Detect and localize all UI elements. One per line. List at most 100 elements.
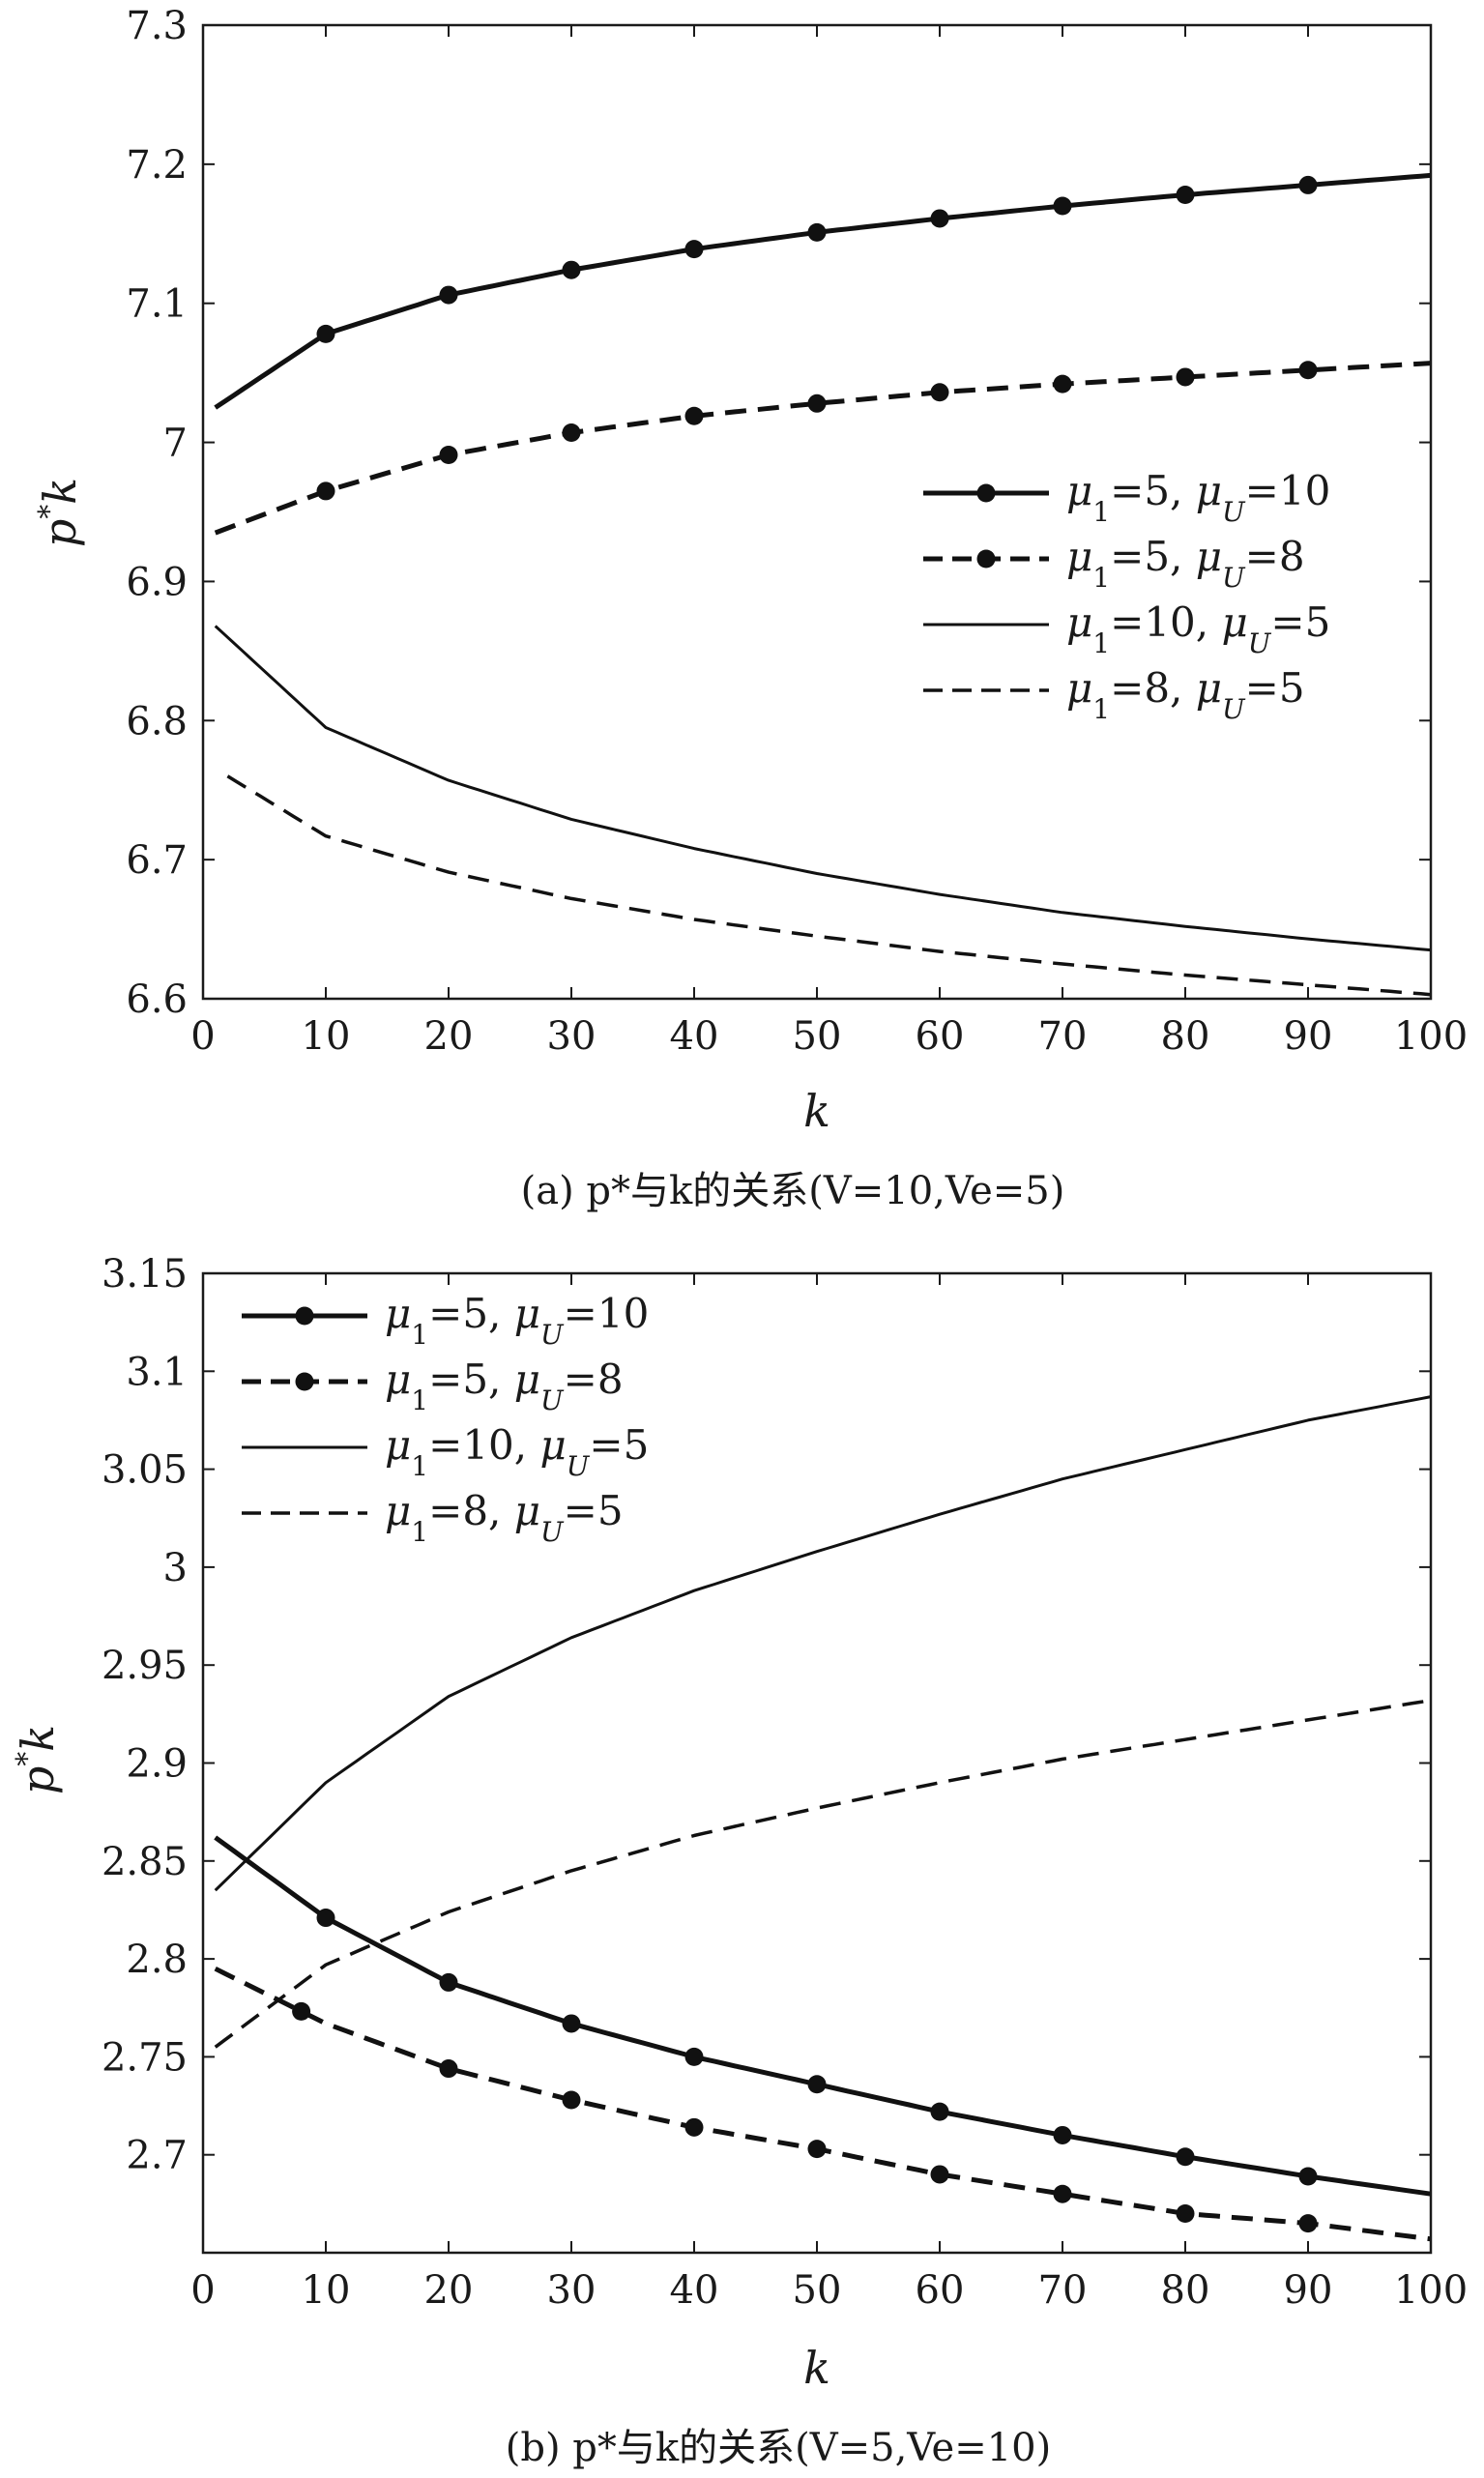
chart-a-series-2-marker (439, 446, 458, 465)
chart-a-ytick-label: 7.2 (126, 143, 188, 188)
chart-a-xtick-label: 40 (670, 1014, 719, 1059)
chart-b-xtick-label: 90 (1284, 2268, 1333, 2313)
chart-b-xtick-label: 40 (670, 2268, 719, 2313)
chart-b-series-line-4 (214, 1698, 1432, 2049)
chart-a-series-2-marker (1053, 374, 1072, 394)
chart-b-series-1-marker (1053, 2125, 1072, 2144)
chart-b-ytick-label: 2.7 (126, 2134, 188, 2178)
chart-a-series-2-marker (684, 406, 704, 425)
chart-a-series-1-marker (439, 285, 458, 305)
chart-b-ytick-label: 2.8 (126, 1938, 188, 1982)
chart-a-xtick-label: 80 (1161, 1014, 1210, 1059)
chart-a-series-2-marker (316, 481, 335, 501)
chart-a-series-2-marker (1298, 361, 1318, 380)
chart-b-series (214, 1395, 1432, 2242)
chart-b: 0 10 20 30 40 50 60 70 80 90 100 2.7 2.75 2.8 2.85 2.9 2… (11, 1252, 1469, 2470)
chart-b-series-1-marker (1298, 2167, 1318, 2186)
chart-b-series-1-marker (930, 2102, 949, 2121)
chart-a-series-1-marker (1176, 186, 1195, 205)
chart-a-series-1-marker (684, 240, 704, 259)
chart-b-series-1-marker (562, 2014, 581, 2033)
chart-a-legend-label-1: μ1=5, μU=10 (1066, 467, 1330, 528)
chart-a-xtick-label: 50 (793, 1014, 842, 1059)
chart-a-legend-label-3: μ1=10, μU=5 (1066, 598, 1330, 659)
chart-a-series-1-marker (930, 209, 949, 228)
chart-b-series-2-marker (1053, 2184, 1072, 2203)
chart-b-series-2-marker (1176, 2203, 1195, 2223)
chart-a-ytick-label: 7.1 (126, 282, 188, 327)
chart-b-ytick-label: 2.75 (102, 2035, 188, 2080)
chart-a-ytick-label: 7 (163, 422, 188, 466)
chart-a-ytick-label: 7.3 (126, 4, 188, 48)
chart-b-ytick-label: 3.1 (126, 1350, 188, 1394)
chart-b-xtick-label: 30 (547, 2268, 597, 2313)
chart-b-series-1-marker (684, 2047, 704, 2066)
chart-b-xtick-label: 60 (916, 2268, 965, 2313)
chart-a-legend-marker-1 (976, 483, 996, 503)
chart-b-xtick-label: 0 (190, 2268, 215, 2313)
chart-b-xtick-label: 70 (1038, 2268, 1088, 2313)
chart-b-xtick-label: 20 (424, 2268, 474, 2313)
chart-a-series-line-3 (214, 625, 1432, 952)
chart-a-xtick-label: 10 (302, 1014, 351, 1059)
chart-a-series (214, 172, 1432, 997)
chart-b-series-1-marker (1176, 2147, 1195, 2167)
chart-a-xtick-label: 70 (1038, 1014, 1088, 1059)
chart-b-series-line-3 (214, 1395, 1432, 1892)
chart-b-xlabel: k (803, 2342, 830, 2394)
chart-a-xlabel: k (803, 1085, 830, 1137)
chart-b-xtick-label: 50 (793, 2268, 842, 2313)
chart-a-caption: (a) p*与k的关系(V=10,Ve=5) (521, 1169, 1065, 1213)
chart-a-series-1-marker (562, 260, 581, 279)
chart-a-series-1-marker (1053, 196, 1072, 216)
chart-a-ylabel: p*k (33, 478, 87, 547)
chart-b-legend-label-2: μ1=5, μU=8 (385, 1356, 624, 1416)
chart-b-series-2-marker (562, 2090, 581, 2110)
chart-a-xtick-label: 20 (424, 1014, 474, 1059)
chart-b-ytick-label: 3 (163, 1546, 188, 1590)
chart-a-xtick-label: 60 (916, 1014, 965, 1059)
chart-b-ytick-label: 3.05 (102, 1448, 188, 1493)
chart-b-series-2-marker (292, 2001, 311, 2021)
chart-b-legend-label-4: μ1=8, μU=5 (385, 1487, 624, 1548)
chart-a-series-line-4 (226, 774, 1432, 997)
chart-b-ytick-label: 2.9 (126, 1742, 188, 1787)
chart-b-series-1-marker (316, 1909, 335, 1928)
chart-b-ylabel: p*k (11, 1725, 65, 1794)
chart-b-legend-marker-1 (295, 1306, 314, 1326)
chart-a-ytick-label: 6.9 (126, 560, 188, 604)
chart-b-series-1-marker (807, 2075, 827, 2094)
chart-b-legend-marker-2 (295, 1372, 314, 1391)
chart-a-xtick-label: 100 (1394, 1014, 1468, 1059)
chart-a-series-2-marker (930, 383, 949, 402)
chart-a-xtick-label: 0 (190, 1014, 215, 1059)
chart-a-ytick-label: 6.8 (126, 699, 188, 743)
chart-b-xtick-label: 80 (1161, 2268, 1210, 2313)
chart-b-ytick-label: 3.15 (102, 1252, 188, 1297)
chart-b-series-1-marker (439, 1972, 458, 1992)
chart-b-legend-label-3: μ1=10, μU=5 (385, 1421, 649, 1482)
chart-b-ytick-label: 2.85 (102, 1840, 188, 1884)
chart-b-caption: (b) p*与k的关系(V=5,Ve=10) (506, 2426, 1051, 2470)
chart-b-xtick-label: 10 (302, 2268, 351, 2313)
chart-a-series-1-marker (1298, 175, 1318, 194)
chart-a-legend-label-4: μ1=8, μU=5 (1066, 664, 1305, 725)
chart-b-series-2-marker (807, 2140, 827, 2159)
chart-a-series-2-marker (807, 394, 827, 413)
chart-b-ytick-label: 2.95 (102, 1644, 188, 1688)
chart-a-xtick-label: 30 (547, 1014, 597, 1059)
chart-b-xtick-label: 100 (1394, 2268, 1468, 2313)
chart-a-series-line-2 (214, 361, 1432, 536)
chart-a: 0 10 20 30 40 50 60 70 80 90 100 6.6 6.7 6.8 6.9 7 7.1 7.… (33, 4, 1469, 1213)
chart-a-series-1-marker (316, 324, 335, 343)
chart-a-series-2-marker (562, 423, 581, 443)
chart-b-series-2-marker (439, 2059, 458, 2079)
chart-a-ytick-label: 6.6 (126, 977, 188, 1022)
chart-a-series-2-marker (1176, 367, 1195, 387)
chart-b-legend-label-1: μ1=5, μU=10 (385, 1290, 649, 1351)
chart-a-series-1-marker (807, 222, 827, 242)
chart-a-ytick-label: 6.7 (126, 838, 188, 883)
chart-a-xtick-label: 90 (1284, 1014, 1333, 1059)
